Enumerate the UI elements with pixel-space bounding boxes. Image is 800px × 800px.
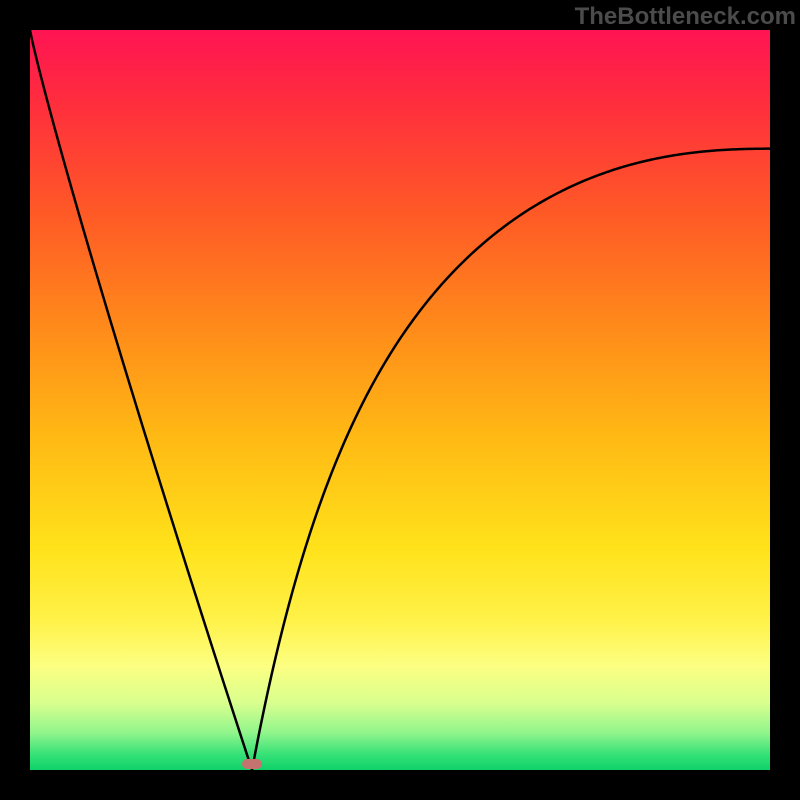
bottleneck-curve bbox=[30, 30, 770, 770]
chart-container: TheBottleneck.com bbox=[0, 0, 800, 800]
watermark-text: TheBottleneck.com bbox=[575, 3, 796, 31]
plot-area bbox=[30, 30, 770, 770]
curve-path bbox=[30, 30, 770, 770]
valley-marker bbox=[242, 759, 262, 769]
